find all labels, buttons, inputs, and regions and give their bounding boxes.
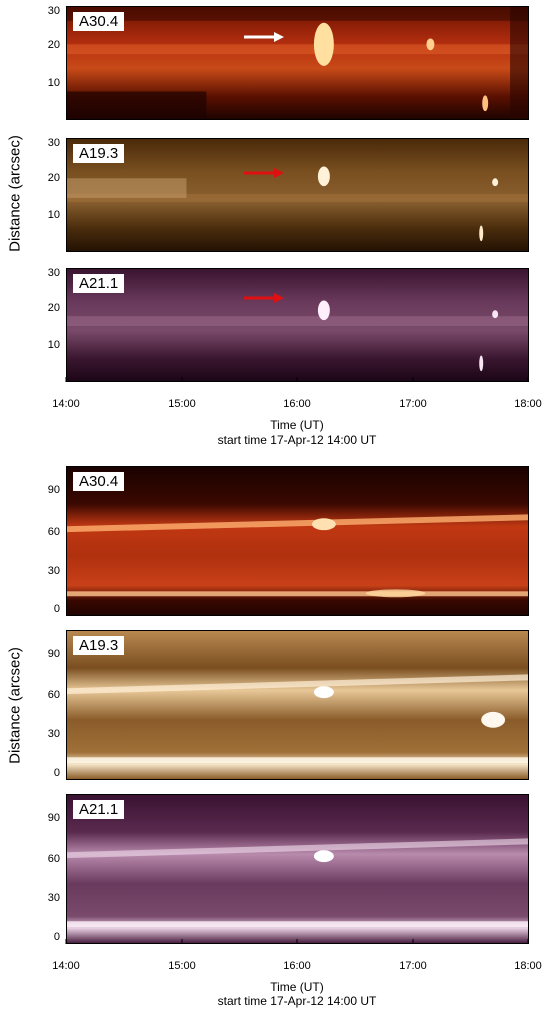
start-time-subtitle: start time 17-Apr-12 14:00 UT (217, 994, 377, 1008)
xtick: 18:00 (514, 398, 542, 410)
ytick: 90 (47, 648, 60, 660)
ytick: 0 (53, 931, 60, 943)
a304-timeslice-image (67, 7, 528, 119)
ytick: 20 (47, 39, 60, 51)
bottom-panel-a193: A19.3 (66, 630, 529, 780)
xtick: 16:00 (283, 960, 311, 972)
xtick: 18:00 (514, 960, 542, 972)
ytick: 30 (47, 565, 60, 577)
a193-timeslice-image (67, 631, 528, 779)
start-time-subtitle: start time 17-Apr-12 14:00 UT (217, 433, 377, 447)
ytick: 30 (47, 892, 60, 904)
xtick: 15:00 (168, 398, 196, 410)
y-axis-label: Distance (arcsec) (6, 135, 24, 252)
a211-timeslice-image (67, 269, 528, 381)
x-axis-label: Time (UT) (270, 418, 324, 432)
ytick: 90 (47, 812, 60, 824)
ytick: 20 (47, 172, 60, 184)
ytick: 60 (47, 689, 60, 701)
xtick: 16:00 (283, 398, 311, 410)
panel-label-a304: A30.4 (73, 12, 125, 31)
top-panel-a304: A30.4 (66, 6, 529, 120)
xtick: 17:00 (399, 960, 427, 972)
ytick: 90 (47, 484, 60, 496)
xtick: 14:00 (52, 960, 80, 972)
ytick: 0 (53, 603, 60, 615)
panel-label-a211: A21.1 (73, 800, 125, 819)
ytick: 10 (47, 77, 60, 89)
a304-timeslice-image (67, 467, 528, 615)
ytick: 60 (47, 853, 60, 865)
y-axis-label: Distance (arcsec) (6, 647, 24, 764)
top-panel-a193: A19.3 (66, 138, 529, 252)
xtick: 15:00 (168, 960, 196, 972)
ytick: 30 (47, 137, 60, 149)
xtick: 17:00 (399, 398, 427, 410)
panel-label-a211: A21.1 (73, 274, 125, 293)
x-axis-label: Time (UT) (270, 980, 324, 994)
ytick: 30 (47, 5, 60, 17)
ytick: 20 (47, 302, 60, 314)
panel-label-a193: A19.3 (73, 144, 125, 163)
ytick: 30 (47, 267, 60, 279)
bottom-panel-a304: A30.4 (66, 466, 529, 616)
ytick: 60 (47, 526, 60, 538)
ytick: 30 (47, 728, 60, 740)
ytick: 10 (47, 339, 60, 351)
ytick: 0 (53, 767, 60, 779)
top-panel-a211: A21.1 (66, 268, 529, 382)
xtick: 14:00 (52, 398, 80, 410)
ytick: 10 (47, 209, 60, 221)
a193-timeslice-image (67, 139, 528, 251)
panel-label-a304: A30.4 (73, 472, 125, 491)
panel-label-a193: A19.3 (73, 636, 125, 655)
a211-timeslice-image (67, 795, 528, 943)
bottom-panel-a211: A21.1 (66, 794, 529, 944)
